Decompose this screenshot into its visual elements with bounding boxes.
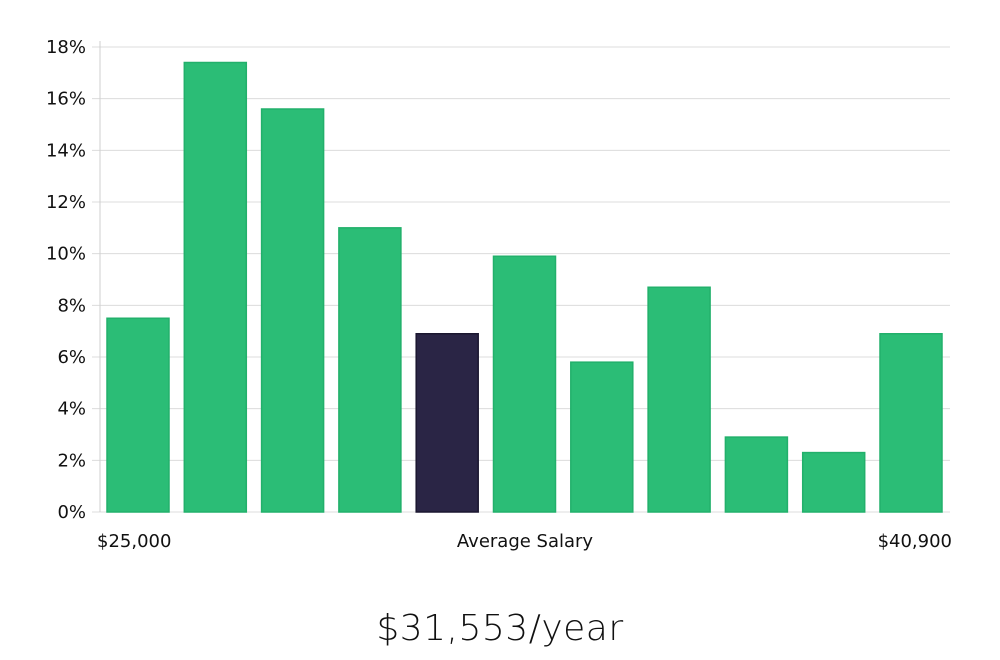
y-tick-label: 16% — [46, 89, 86, 110]
y-tick-label: 4% — [57, 399, 86, 420]
bar — [647, 286, 711, 513]
average-salary-value: $31,553/year — [376, 608, 624, 649]
bar — [492, 255, 557, 513]
x-max-label: $40,900 — [878, 531, 952, 552]
bar — [106, 317, 170, 513]
y-tick-label: 10% — [46, 244, 86, 265]
bar — [260, 108, 325, 513]
bar — [570, 361, 634, 513]
y-tick-label: 8% — [57, 295, 86, 316]
bar — [338, 227, 402, 513]
salary-histogram-plot: 0% 2% 4% 6% 8% 10% 12% 14% 16% 18% $25,000 Averag… — [46, 37, 952, 552]
bar — [183, 61, 248, 513]
bar — [879, 333, 943, 513]
y-tick-label: 14% — [46, 140, 86, 161]
x-axis-title: Average Salary — [457, 531, 594, 552]
bar-highlighted — [415, 333, 479, 513]
y-axis-ticks: 0% 2% 4% 6% 8% 10% 12% 14% 16% 18% — [46, 37, 86, 523]
y-tick-label: 18% — [46, 37, 86, 58]
bar — [801, 451, 866, 513]
y-tick-label: 6% — [57, 347, 86, 368]
x-min-label: $25,000 — [97, 531, 171, 552]
y-tick-label: 0% — [57, 502, 86, 523]
y-tick-label: 12% — [46, 192, 86, 213]
bar-layer — [106, 61, 943, 513]
y-tick-label: 2% — [57, 450, 86, 471]
bar — [724, 436, 789, 513]
